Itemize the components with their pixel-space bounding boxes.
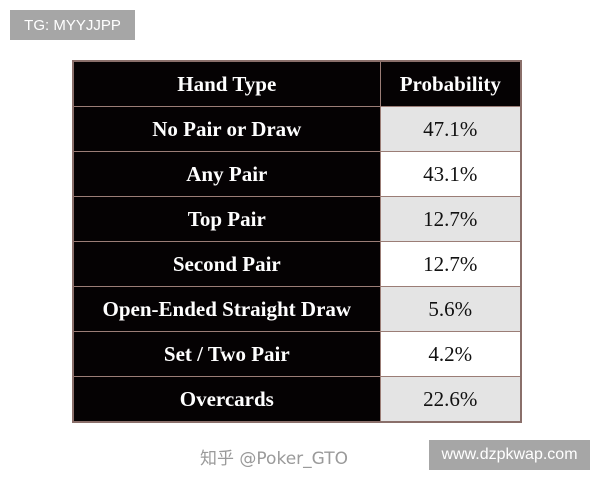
hand-cell: No Pair or Draw <box>72 106 381 152</box>
table-row: Open-Ended Straight Draw 5.6% <box>72 286 522 332</box>
table-row: No Pair or Draw 47.1% <box>72 106 522 152</box>
hand-cell: Set / Two Pair <box>72 331 381 377</box>
probability-cell: 22.6% <box>379 376 522 423</box>
hand-cell: Second Pair <box>72 241 381 287</box>
probability-cell: 12.7% <box>379 241 522 287</box>
probability-cell: 5.6% <box>379 286 522 332</box>
table-row: Overcards 22.6% <box>72 376 522 423</box>
header-row: Hand Type Probability <box>72 60 522 107</box>
header-probability: Probability <box>379 60 522 107</box>
hand-cell: Any Pair <box>72 151 381 197</box>
hand-probability-table: Hand Type Probability No Pair or Draw 47.… <box>72 60 522 423</box>
probability-cell: 43.1% <box>379 151 522 197</box>
table-row: Any Pair 43.1% <box>72 151 522 197</box>
header-hand-type: Hand Type <box>72 60 381 107</box>
watermark: 知乎 @Poker_GTO <box>200 449 348 469</box>
table-row: Second Pair 12.7% <box>72 241 522 287</box>
table-row: Set / Two Pair 4.2% <box>72 331 522 377</box>
probability-cell: 12.7% <box>379 196 522 242</box>
hand-cell: Top Pair <box>72 196 381 242</box>
probability-cell: 47.1% <box>379 106 522 152</box>
table-row: Top Pair 12.7% <box>72 196 522 242</box>
hand-cell: Open-Ended Straight Draw <box>72 286 381 332</box>
tg-label: TG: MYYJJPP <box>10 10 135 40</box>
probability-cell: 4.2% <box>379 331 522 377</box>
site-label: www.dzpkwap.com <box>429 440 590 470</box>
hand-cell: Overcards <box>72 376 381 423</box>
